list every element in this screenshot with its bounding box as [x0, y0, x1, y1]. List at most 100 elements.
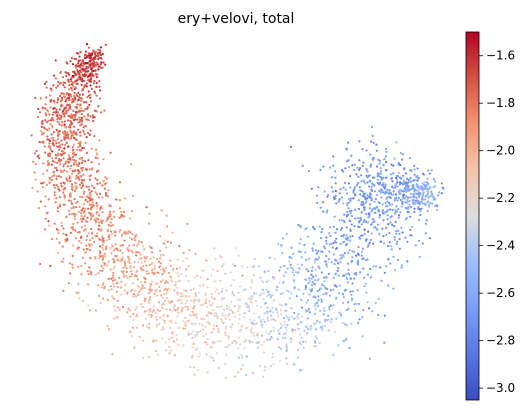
scatter-point: [404, 185, 407, 188]
scatter-point: [53, 191, 56, 194]
scatter-point: [70, 98, 73, 101]
scatter-point: [193, 276, 196, 279]
scatter-point: [148, 291, 151, 294]
scatter-point: [392, 186, 395, 190]
scatter-point: [325, 276, 328, 279]
scatter-point: [134, 290, 137, 293]
scatter-point: [104, 247, 107, 250]
scatter-point: [260, 320, 263, 323]
scatter-point: [34, 163, 37, 166]
scatter-point: [87, 196, 90, 199]
scatter-point: [63, 95, 66, 98]
scatter-point: [90, 190, 93, 193]
scatter-point: [80, 242, 83, 245]
scatter-point: [240, 328, 243, 331]
scatter-point: [321, 325, 324, 328]
scatter-point: [175, 267, 179, 270]
scatter-point: [431, 192, 434, 195]
scatter-point: [272, 326, 275, 329]
scatter-point: [57, 116, 60, 119]
scatter-point: [397, 229, 400, 232]
scatter-point: [93, 109, 97, 112]
scatter-point: [364, 220, 367, 223]
scatter-point: [149, 285, 152, 288]
scatter-point: [341, 321, 345, 325]
scatter-point: [67, 161, 70, 164]
scatter-point: [428, 172, 431, 175]
scatter-point: [94, 255, 97, 259]
scatter-point: [351, 256, 354, 259]
scatter-point: [158, 316, 162, 319]
scatter-point: [129, 315, 132, 318]
scatter-point: [393, 238, 396, 241]
scatter-point: [82, 211, 86, 214]
scatter-point: [71, 244, 75, 247]
scatter-point: [409, 196, 413, 199]
scatter-point: [335, 317, 338, 320]
scatter-point: [60, 159, 63, 162]
scatter-point: [370, 140, 373, 143]
scatter-point: [46, 129, 49, 132]
scatter-point: [196, 333, 199, 336]
scatter-point: [216, 316, 219, 319]
scatter-point: [353, 186, 356, 189]
scatter-point: [394, 186, 397, 189]
scatter-point: [390, 193, 393, 197]
scatter-point: [95, 202, 98, 205]
scatter-point: [226, 345, 229, 348]
scatter-point: [327, 314, 330, 317]
scatter-point: [41, 106, 44, 109]
scatter-point: [251, 340, 254, 344]
scatter-point: [43, 82, 47, 85]
scatter-point: [106, 239, 109, 242]
scatter-point: [400, 226, 403, 229]
scatter-point: [43, 145, 46, 148]
scatter-point: [417, 202, 420, 205]
scatter-point: [276, 286, 279, 289]
scatter-point: [83, 218, 86, 221]
scatter-point: [357, 181, 360, 184]
scatter-point: [52, 174, 56, 177]
scatter-point: [73, 136, 76, 139]
scatter-point: [220, 340, 223, 343]
scatter-point: [350, 209, 353, 212]
scatter-point: [338, 311, 341, 314]
scatter-point: [377, 313, 380, 317]
scatter-point: [85, 244, 88, 247]
scatter-point: [78, 72, 81, 75]
scatter-point: [423, 183, 426, 186]
scatter-point: [144, 277, 147, 280]
scatter-point: [47, 138, 51, 141]
scatter-point: [172, 330, 175, 334]
scatter-point: [130, 250, 133, 253]
scatter-point: [77, 70, 80, 73]
scatter-point: [80, 97, 83, 100]
scatter-point: [52, 119, 55, 122]
scatter-point: [181, 293, 184, 296]
scatter-point: [102, 61, 105, 64]
scatter-point: [61, 245, 64, 248]
scatter-point: [47, 119, 50, 122]
scatter-point: [80, 120, 84, 123]
scatter-point: [353, 250, 356, 253]
scatter-point: [52, 143, 55, 147]
scatter-point: [402, 188, 405, 191]
scatter-point: [281, 292, 284, 295]
scatter-point: [89, 257, 92, 260]
scatter-point: [345, 148, 348, 151]
scatter-point: [81, 209, 84, 212]
scatter-point: [317, 186, 320, 189]
scatter-point: [200, 317, 203, 320]
scatter-point: [393, 157, 396, 160]
scatter-point: [68, 96, 71, 99]
scatter-point: [72, 130, 75, 133]
scatter-point: [299, 268, 302, 271]
scatter-point: [161, 303, 164, 306]
scatter-point: [133, 239, 137, 242]
scatter-point: [148, 296, 152, 299]
scatter-point: [77, 265, 80, 268]
scatter-point: [365, 168, 368, 171]
scatter-point: [329, 320, 332, 323]
scatter-point: [41, 122, 44, 125]
scatter-point: [332, 225, 335, 228]
